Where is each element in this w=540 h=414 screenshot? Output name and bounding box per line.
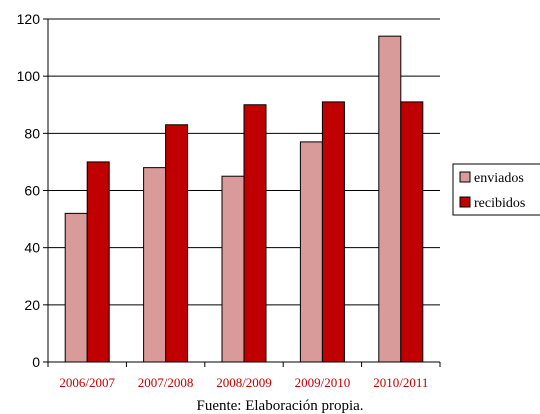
bar-recibidos — [243, 104, 267, 363]
x-tick-label: 2009/2010 — [295, 375, 351, 390]
bar-recibidos — [86, 161, 110, 363]
chart-caption: Fuente: Elaboración propia. — [196, 398, 363, 414]
y-axis-ticks: 0 20 40 60 80 100 120 — [17, 11, 48, 370]
y-tick-label: 120 — [17, 11, 41, 27]
x-tick-label: 2010/2011 — [373, 375, 428, 390]
y-tick-label: 40 — [24, 240, 40, 256]
y-tick-label: 60 — [24, 183, 40, 199]
bar-recibidos — [321, 101, 345, 363]
axes — [47, 19, 441, 367]
legend: enviados recibidos — [452, 163, 540, 216]
legend-swatch-enviados — [459, 171, 471, 183]
bar-enviados — [143, 167, 167, 363]
x-tick-label: 2006/2007 — [59, 375, 115, 390]
bar-enviados — [64, 212, 88, 363]
y-tick-label: 20 — [24, 297, 40, 313]
y-tick-label: 100 — [17, 68, 41, 84]
x-tick-label: 2008/2009 — [216, 375, 272, 390]
bar-enviados — [378, 35, 402, 363]
bar-recibidos — [165, 124, 189, 363]
bar-enviados — [221, 175, 245, 363]
bar-recibidos — [400, 101, 424, 363]
y-tick-label: 0 — [32, 354, 40, 370]
y-tick-label: 80 — [24, 125, 40, 141]
legend-swatch-recibidos — [459, 196, 471, 208]
legend-label-enviados: enviados — [474, 171, 524, 186]
bars — [64, 35, 424, 363]
legend-label-recibidos: recibidos — [474, 196, 525, 211]
x-axis-labels: 2006/2007 2007/2008 2008/2009 2009/2010 2010… — [59, 375, 428, 390]
bar-enviados — [299, 141, 323, 363]
x-tick-label: 2007/2008 — [138, 375, 194, 390]
